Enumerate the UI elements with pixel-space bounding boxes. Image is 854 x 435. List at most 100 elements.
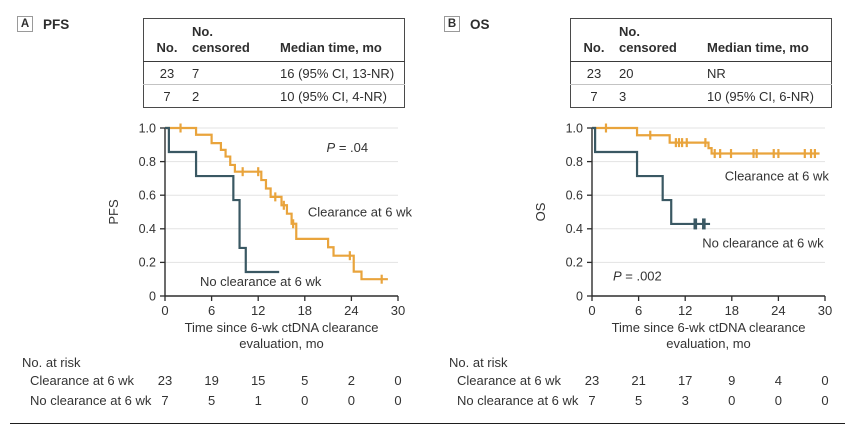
series-label-no_clearance: No clearance at 6 wk: [702, 236, 824, 251]
y-tick-label: 0.8: [139, 155, 156, 169]
panel-os-header: B OS: [444, 16, 490, 32]
cell-median: NR: [705, 61, 832, 85]
risk-count: 23: [585, 373, 599, 388]
y-tick-label: 0: [149, 289, 156, 303]
summary-row-clearance: 23 7 16 (95% CI, 13-NR): [143, 61, 405, 85]
risk-count: 1: [255, 393, 262, 408]
risk-row-label: No clearance at 6 wk: [30, 393, 152, 408]
risk-table-title: No. at risk: [22, 355, 81, 370]
risk-count: 23: [158, 373, 172, 388]
x-tick-label: 12: [678, 303, 692, 318]
risk-count: 0: [775, 393, 782, 408]
panel-letter-badge: B: [444, 16, 460, 32]
risk-row-label: Clearance at 6 wk: [30, 373, 135, 388]
risk-count: 7: [588, 393, 595, 408]
p-value-label: P = .002: [613, 268, 662, 283]
km-curve-no_clearance: [592, 126, 711, 226]
y-axis-title: PFS: [106, 199, 121, 225]
x-tick-label: 30: [818, 303, 832, 318]
summary-table-os: No. No. censored Median time, mo 23 20 N…: [570, 18, 832, 108]
figure-bottom-rule: [10, 423, 845, 424]
panel-pfs-header: A PFS: [17, 16, 69, 32]
risk-count: 15: [251, 373, 265, 388]
y-tick-label: 1.0: [566, 121, 583, 135]
series-label-clearance: Clearance at 6 wk: [725, 168, 830, 183]
risk-count: 0: [301, 393, 308, 408]
cell-median: 10 (95% CI, 6-NR): [707, 88, 814, 104]
panel-title: PFS: [43, 16, 70, 32]
x-tick-label: 6: [208, 303, 215, 318]
cell-no: 23: [143, 61, 190, 85]
risk-count: 17: [678, 373, 692, 388]
summary-row-no-clearance: 7 3 10 (95% CI, 6-NR): [571, 84, 832, 107]
risk-count: 9: [728, 373, 735, 388]
risk-count: 19: [204, 373, 218, 388]
risk-count: 0: [821, 393, 828, 408]
x-tick-label: 24: [771, 303, 785, 318]
cell-no: 7: [590, 88, 598, 104]
cell-median: 16 (95% CI, 13-NR): [278, 61, 405, 85]
risk-count: 0: [394, 393, 401, 408]
y-tick-label: 0: [576, 289, 583, 303]
header-no: No.: [570, 18, 617, 62]
y-tick-label: 0.4: [566, 222, 583, 236]
panel-os: B OS No. No. censored Median time, mo 23…: [427, 0, 854, 435]
x-axis-title-line1: Time since 6-wk ctDNA clearance: [612, 320, 806, 335]
p-value-label: P = .04: [327, 140, 369, 155]
risk-row-label: No clearance at 6 wk: [457, 393, 579, 408]
cell-median: 10 (95% CI, 4-NR): [280, 88, 387, 104]
y-tick-label: 0.4: [139, 222, 156, 236]
x-axis-title-line1: Time since 6-wk ctDNA clearance: [185, 320, 379, 335]
risk-count: 2: [348, 373, 355, 388]
header-no-censored: No. censored: [190, 18, 278, 62]
risk-row-label: Clearance at 6 wk: [457, 373, 562, 388]
panel-letter-badge: A: [17, 16, 33, 32]
y-tick-label: 0.2: [566, 256, 583, 270]
risk-count: 0: [728, 393, 735, 408]
risk-count: 5: [208, 393, 215, 408]
summary-row-no-clearance: 7 2 10 (95% CI, 4-NR): [144, 84, 405, 107]
km-curve-no_clearance: [165, 126, 280, 274]
y-tick-label: 0.6: [139, 189, 156, 203]
summary-table-header-row: No. No. censored Median time, mo: [570, 18, 832, 62]
series-label-clearance: Clearance at 6 wk: [308, 205, 413, 220]
panel-title: OS: [470, 16, 490, 32]
cell-no: 7: [163, 88, 171, 104]
y-tick-label: 0.2: [139, 256, 156, 270]
x-tick-label: 0: [588, 303, 595, 318]
header-median-time: Median time, mo: [278, 18, 405, 62]
x-tick-label: 30: [391, 303, 405, 318]
panel-pfs: A PFS No. No. censored Median time, mo 2…: [17, 16, 413, 408]
series-label-no_clearance: No clearance at 6 wk: [200, 274, 322, 289]
risk-count: 5: [301, 373, 308, 388]
cell-censored: 2: [192, 88, 200, 104]
risk-count: 7: [161, 393, 168, 408]
x-axis-title-line2: evaluation, mo: [239, 336, 324, 351]
y-tick-label: 1.0: [139, 121, 156, 135]
risk-count: 21: [631, 373, 645, 388]
x-tick-label: 18: [298, 303, 312, 318]
x-tick-label: 12: [251, 303, 265, 318]
x-tick-label: 0: [161, 303, 168, 318]
header-median-time: Median time, mo: [705, 18, 832, 62]
risk-table-title: No. at risk: [449, 355, 508, 370]
risk-count: 0: [348, 393, 355, 408]
risk-count: 0: [821, 373, 828, 388]
x-axis-title-line2: evaluation, mo: [666, 336, 751, 351]
km-curve-clearance: [165, 126, 388, 281]
y-tick-label: 0.8: [566, 155, 583, 169]
risk-count: 4: [775, 373, 782, 388]
header-no: No.: [143, 18, 190, 62]
x-tick-label: 6: [635, 303, 642, 318]
risk-count: 0: [394, 373, 401, 388]
risk-count: 3: [682, 393, 689, 408]
cell-censored: 3: [619, 88, 627, 104]
y-axis-title: OS: [533, 202, 548, 221]
summary-table-header-row: No. No. censored Median time, mo: [143, 18, 405, 62]
cell-censored: 20: [617, 61, 705, 85]
risk-count: 5: [635, 393, 642, 408]
cell-no: 23: [570, 61, 617, 85]
km-curve-clearance: [592, 126, 820, 155]
